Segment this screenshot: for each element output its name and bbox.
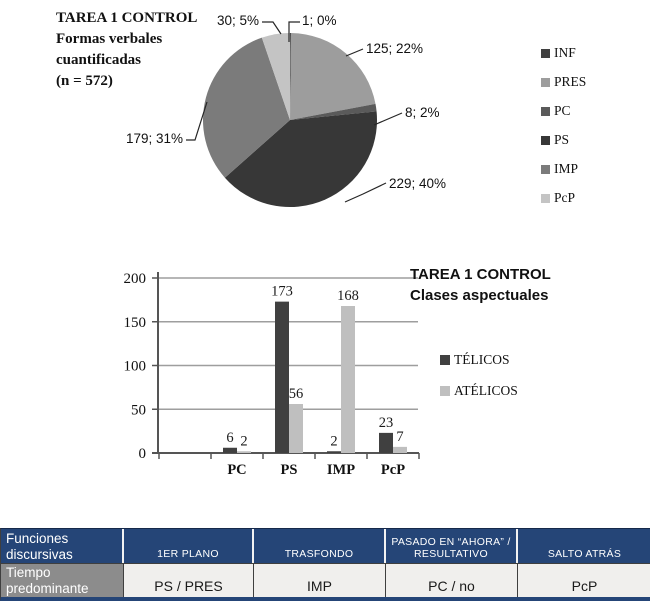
legend-label: PRES bbox=[554, 74, 587, 89]
table-header-1er-plano: 1ER PLANO bbox=[124, 529, 254, 563]
table-header-pasado: PASADO EN “AHORA” / RESULTATIVO bbox=[386, 529, 518, 563]
legend-label: PS bbox=[554, 132, 570, 147]
legend-swatch-icon bbox=[541, 135, 550, 145]
pie-title-line: (n = 572) bbox=[56, 73, 113, 89]
legend-item-pres: PRES bbox=[541, 74, 587, 89]
x-category-label: PC bbox=[227, 462, 246, 478]
legend-label: TÉLICOS bbox=[454, 352, 510, 367]
pie-slice-PS bbox=[224, 111, 378, 208]
bar-TÉLICOS-PcP bbox=[379, 432, 393, 453]
bar-TÉLICOS-IMP bbox=[327, 451, 341, 453]
legend-label: PcP bbox=[554, 190, 576, 205]
legend-item-pcp: PcP bbox=[541, 190, 586, 205]
pie-data-label: 30; 5% bbox=[217, 13, 259, 28]
bar-value-label: 2 bbox=[240, 433, 247, 449]
table-cell-salto-atras: PcP bbox=[518, 563, 650, 597]
pie-data-label: 8; 2% bbox=[405, 105, 440, 120]
bar-ATÉLICOS-PS bbox=[289, 404, 303, 453]
bar-title-line: TAREA 1 CONTROL bbox=[410, 266, 551, 283]
pie-slice-PC bbox=[290, 103, 377, 120]
legend-label: ATÉLICOS bbox=[454, 383, 518, 398]
legend-swatch-icon bbox=[541, 106, 550, 116]
pie-title-line: TAREA 1 CONTROL bbox=[56, 10, 198, 26]
bar-value-label: 173 bbox=[271, 284, 293, 300]
summary-table: Funciones discursivas 1ER PLANO TRASFOND… bbox=[0, 528, 650, 601]
legend-item-imp: IMP bbox=[541, 161, 586, 176]
pie-slice-PcP bbox=[261, 33, 290, 120]
legend-item-atelicos: ATÉLICOS bbox=[440, 383, 518, 398]
bar-value-label: 56 bbox=[289, 386, 304, 402]
legend-item-inf: INF bbox=[541, 45, 586, 60]
y-tick-label: 100 bbox=[124, 359, 147, 375]
bar-TÉLICOS-PC bbox=[223, 447, 237, 453]
table-cell-pasado: PC / no bbox=[386, 563, 518, 597]
bar-ATÉLICOS-PC bbox=[237, 451, 251, 453]
legend-label: PC bbox=[554, 103, 571, 118]
legend-swatch-icon bbox=[541, 48, 550, 58]
table-header-salto-atras: SALTO ATRÁS bbox=[518, 529, 650, 563]
y-tick-label: 150 bbox=[124, 315, 147, 331]
bar-legend: TÉLICOS ATÉLICOS bbox=[440, 352, 518, 415]
pie-legend: INF PRES PC PS IMP PcP bbox=[541, 45, 587, 220]
pie-leader-line bbox=[345, 48, 364, 57]
y-tick-label: 0 bbox=[139, 446, 147, 462]
pie-data-label: 229; 40% bbox=[389, 176, 446, 191]
bar-value-label: 23 bbox=[379, 415, 394, 431]
pie-slice-IMP bbox=[203, 37, 290, 178]
pie-data-label: 1; 0% bbox=[302, 13, 337, 28]
bar-ATÉLICOS-PcP bbox=[393, 446, 407, 453]
pie-title-line: Formas verbales bbox=[56, 31, 163, 47]
bar-chart-title: TAREA 1 CONTROL Clases aspectuales bbox=[410, 264, 551, 306]
table-header-funciones: Funciones discursivas bbox=[1, 529, 124, 563]
x-category-label: IMP bbox=[327, 462, 355, 478]
bar-value-label: 7 bbox=[396, 429, 403, 445]
pie-data-label: 125; 22% bbox=[366, 41, 423, 56]
bar-ATÉLICOS-IMP bbox=[341, 306, 355, 453]
bar-title-line: Clases aspectuales bbox=[410, 287, 549, 304]
table-cell-1er-plano: PS / PRES bbox=[124, 563, 254, 597]
pie-slice-PRES bbox=[290, 33, 376, 121]
legend-swatch-icon bbox=[440, 355, 450, 365]
pie-leader-line bbox=[344, 182, 387, 203]
table-header-trasfondo: TRASFONDO bbox=[254, 529, 386, 563]
bar-value-label: 168 bbox=[337, 288, 359, 304]
table-cell-trasfondo: IMP bbox=[254, 563, 386, 597]
legend-item-telicos: TÉLICOS bbox=[440, 352, 518, 367]
pie-chart-title: TAREA 1 CONTROL Formas verbales cuantifi… bbox=[56, 8, 197, 92]
legend-item-ps: PS bbox=[541, 132, 586, 147]
legend-item-pc: PC bbox=[541, 103, 586, 118]
legend-swatch-icon bbox=[541, 77, 550, 87]
legend-label: INF bbox=[554, 45, 576, 60]
y-tick-label: 200 bbox=[124, 271, 147, 287]
legend-swatch-icon bbox=[541, 164, 550, 174]
legend-label: IMP bbox=[554, 161, 579, 176]
bar-TÉLICOS-PS bbox=[275, 301, 289, 453]
x-category-label: PS bbox=[281, 462, 298, 478]
pie-data-label: 179; 31% bbox=[126, 131, 183, 146]
pie-leader-line bbox=[288, 21, 300, 42]
y-tick-label: 50 bbox=[131, 402, 146, 418]
pie-title-line: cuantificadas bbox=[56, 52, 142, 68]
table-row-label: Tiempo predominante bbox=[1, 563, 124, 597]
bar-value-label: 6 bbox=[226, 430, 233, 446]
pie-leader-line bbox=[373, 112, 403, 126]
bar-value-label: 2 bbox=[330, 433, 337, 449]
legend-swatch-icon bbox=[440, 386, 450, 396]
pie-leader-line bbox=[186, 101, 208, 141]
x-category-label: PcP bbox=[381, 462, 405, 478]
legend-swatch-icon bbox=[541, 193, 550, 203]
pie-leader-line bbox=[262, 21, 282, 35]
pie-slice-INF bbox=[290, 33, 291, 120]
